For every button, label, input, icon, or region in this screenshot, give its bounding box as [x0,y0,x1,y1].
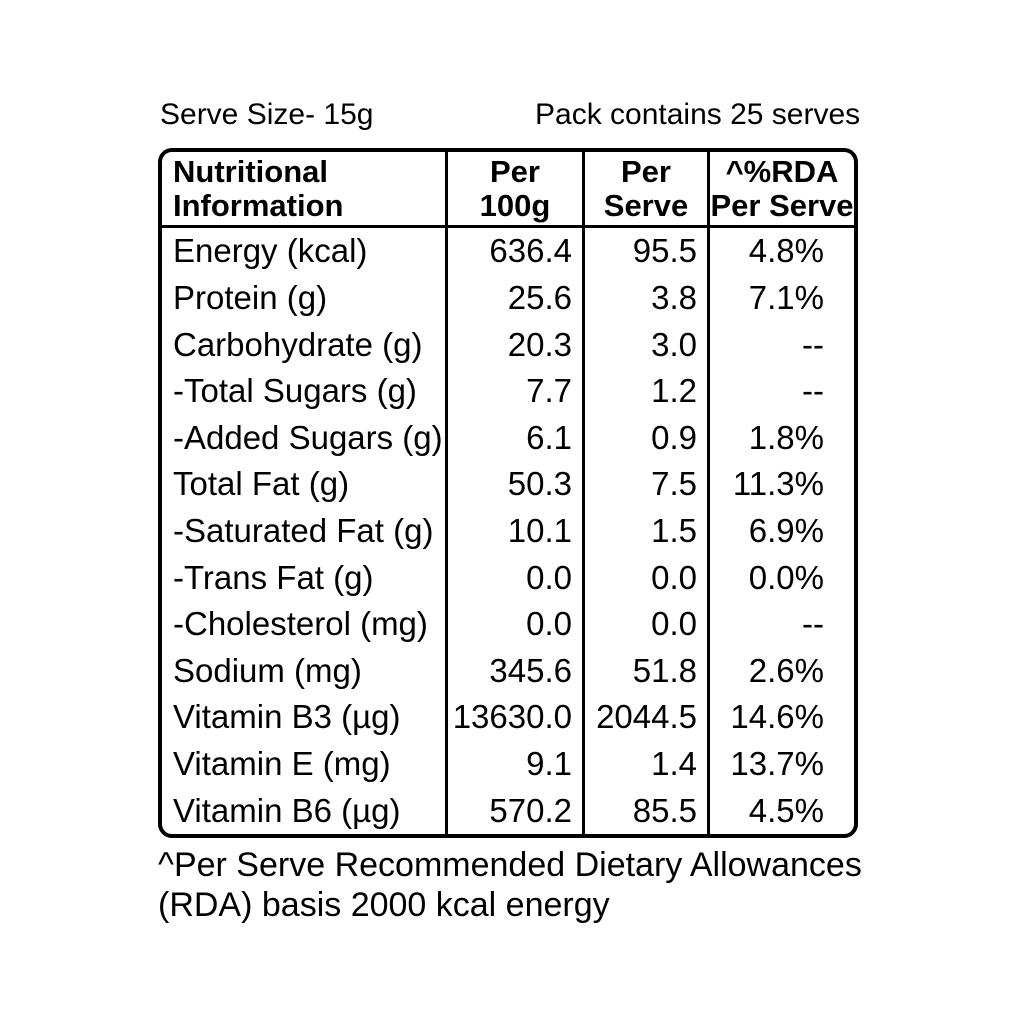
per-100g-value: 570.2 [448,787,585,834]
rda-value: 14.6% [730,698,824,736]
column-header-line: Per [621,153,671,189]
rda-footnote-line2: (RDA) basis 2000 kcal energy [158,886,610,924]
nutrient-label: Energy (kcal) [162,228,448,275]
rda-value: 4.5% [748,791,824,829]
nutrient-label: -Cholesterol (mg) [162,600,448,648]
rda-value: -- [802,372,824,410]
column-header-line: 100g [479,187,551,223]
per-100g-value: 13630.0 [448,694,585,741]
per-serve-value: 95.5 [585,228,710,275]
column-header-per-100g: Per 100g [448,152,585,228]
per-serve-value: 0.0 [585,554,710,601]
rda-value: 6.9% [748,511,824,549]
rda-value: 2.6% [748,651,824,689]
per-100g-value: 9.1 [448,740,585,788]
per-serve-value: 1.4 [585,740,710,788]
per-serve-value: 2044.5 [585,694,710,741]
column-header-line: ^%RDA [725,153,839,189]
column-header-per-serve: Per Serve [585,152,710,228]
nutrient-label: Vitamin B6 (µg) [162,787,448,834]
column-header-line: Per Serve [710,187,854,223]
serve-size-text: Serve Size- 15g [160,98,374,131]
per-serve-value: 3.8 [585,274,710,322]
nutrient-label: Vitamin E (mg) [162,740,448,788]
nutrient-label: Total Fat (g) [162,461,448,508]
rda-footnote-line1: ^Per Serve Recommended Dietary Allowance… [158,846,862,884]
rda-value: 13.7% [730,745,824,783]
per-serve-value: 85.5 [585,787,710,834]
column-header-rda-per-serve: ^%RDA Per Serve [710,152,854,228]
column-header-line: Nutritional [173,153,328,189]
rda-value: 1.8% [748,418,824,456]
rda-footnote: ^Per Serve Recommended Dietary Allowance… [158,845,918,925]
pack-contains-text: Pack contains 25 serves [535,98,861,131]
rda-value: 11.3% [732,465,824,503]
column-header-nutritional-information: Nutritional Information [162,152,448,228]
rda-value: 7.1% [748,278,824,316]
per-100g-value: 25.6 [448,274,585,322]
per-serve-value: 1.5 [585,507,710,555]
rda-value: -- [802,605,824,643]
per-100g-value: 10.1 [448,507,585,555]
nutrient-label: Sodium (mg) [162,647,448,695]
rda-value: 0.0% [748,558,824,596]
column-header-line: Per [490,153,540,189]
per-serve-value: 7.5 [585,461,710,508]
nutrient-label: Carbohydrate (g) [162,321,448,368]
per-100g-value: 50.3 [448,461,585,508]
nutrient-label: -Total Sugars (g) [162,367,448,415]
per-serve-value: 1.2 [585,367,710,415]
per-serve-value: 51.8 [585,647,710,695]
per-100g-value: 20.3 [448,321,585,368]
rda-value: 4.8% [748,232,824,270]
per-100g-value: 345.6 [448,647,585,695]
per-100g-value: 636.4 [448,228,585,275]
per-serve-value: 3.0 [585,321,710,368]
per-100g-value: 0.0 [448,554,585,601]
column-header-line: Information [173,187,344,223]
nutrient-label: Vitamin B3 (µg) [162,694,448,741]
nutrient-label: Protein (g) [162,274,448,322]
per-serve-value: 0.0 [585,600,710,648]
column-header-line: Serve [603,187,689,223]
rda-value: -- [802,325,824,363]
per-100g-value: 6.1 [448,414,585,462]
nutrient-label: -Saturated Fat (g) [162,507,448,555]
nutrition-table: Nutritional Information Per 100g Per Ser… [158,148,858,838]
top-labels: Serve Size- 15g Pack contains 25 serves [160,96,861,136]
nutrient-label: -Added Sugars (g) [162,414,448,462]
per-serve-value: 0.9 [585,414,710,462]
per-100g-value: 7.7 [448,367,585,415]
per-100g-value: 0.0 [448,600,585,648]
nutrient-label: -Trans Fat (g) [162,554,448,601]
